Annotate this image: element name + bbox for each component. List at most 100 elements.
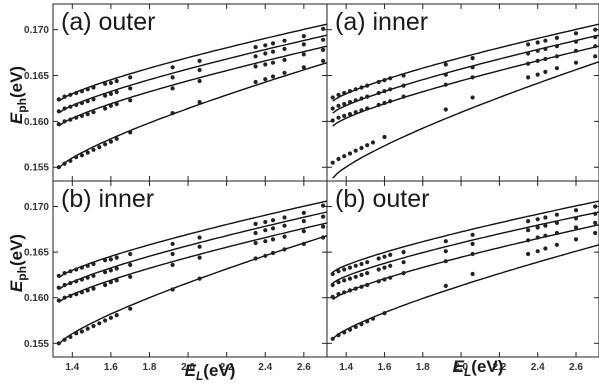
fit-curve (58, 62, 328, 169)
data-point (526, 75, 531, 80)
data-point (573, 208, 579, 213)
x-tick-label: 1.8 (143, 362, 157, 373)
data-point (470, 65, 475, 70)
data-point (401, 83, 406, 88)
data-point (593, 34, 598, 40)
data-point (282, 223, 287, 228)
data-point (353, 148, 358, 153)
data-point (128, 75, 133, 80)
data-point (56, 165, 61, 170)
data-point (359, 284, 364, 289)
data-point (388, 263, 393, 268)
data-point (353, 110, 358, 115)
data-point (443, 259, 448, 264)
data-point (108, 257, 113, 262)
data-point (543, 233, 548, 238)
data-point (263, 43, 268, 48)
data-point (68, 117, 73, 122)
data-point (103, 318, 108, 323)
data-point (62, 94, 67, 99)
data-point (253, 64, 258, 69)
data-point (74, 90, 79, 96)
data-point (170, 262, 175, 267)
data-point (91, 85, 96, 90)
data-point (388, 99, 393, 104)
data-point (353, 87, 358, 92)
data-point (270, 237, 276, 242)
data-point (526, 251, 531, 257)
data-point (353, 274, 358, 279)
data-point (347, 151, 353, 156)
data-point (85, 99, 90, 104)
data-point (170, 111, 175, 116)
data-point (443, 107, 448, 112)
data-point (321, 224, 326, 229)
data-point (253, 221, 258, 226)
panel-title: (b) outer (335, 185, 429, 213)
data-point (365, 143, 370, 148)
x-axis-label-sub: L (464, 365, 471, 379)
x-axis-label-unit: (eV) (471, 357, 503, 376)
data-point (97, 321, 102, 326)
x-tick-label: 2.6 (297, 362, 311, 373)
data-point (336, 156, 341, 162)
x-tick-label: 1.4 (65, 362, 79, 373)
data-point (470, 56, 475, 61)
data-point (74, 331, 79, 336)
data-point (554, 44, 560, 49)
data-point (85, 275, 90, 280)
data-point (301, 229, 306, 234)
data-point (68, 334, 73, 339)
fit-curve (332, 244, 599, 340)
data-point (347, 89, 353, 94)
data-point (370, 316, 376, 321)
data-point (535, 48, 540, 53)
data-point (282, 38, 287, 43)
y-tick-label: 0.160 (24, 117, 49, 128)
data-point (321, 37, 326, 42)
data-point (62, 271, 67, 276)
data-point (353, 98, 358, 103)
data-point (56, 285, 61, 290)
data-point (535, 58, 540, 64)
data-point (128, 262, 133, 267)
x-tick-label: 2.0 (454, 362, 468, 373)
data-point (401, 250, 406, 255)
data-point (253, 240, 258, 246)
data-point (114, 136, 119, 141)
data-point (74, 279, 79, 284)
data-point (282, 247, 287, 252)
y-tick-label: 0.160 (24, 293, 49, 304)
data-point (282, 215, 287, 220)
data-point (108, 315, 113, 320)
data-point (573, 31, 579, 36)
data-point (282, 234, 287, 239)
data-point (342, 90, 347, 96)
x-tick-label: 2.4 (531, 362, 545, 373)
data-point (573, 39, 579, 44)
data-point (336, 92, 341, 97)
data-point (347, 327, 353, 332)
data-point (170, 251, 175, 257)
data-point (470, 95, 475, 100)
data-point (91, 97, 96, 102)
panel-1: 0.155 0.160 0.165 0.170 (a) outer (24, 3, 328, 182)
data-point (359, 108, 364, 113)
data-point (103, 106, 108, 111)
data-point (535, 40, 540, 45)
data-point (197, 100, 202, 105)
data-point (85, 112, 90, 117)
data-point (535, 249, 540, 254)
data-point (197, 67, 202, 73)
data-point (253, 256, 258, 261)
data-point (62, 282, 67, 288)
data-point (365, 282, 370, 288)
data-point (270, 49, 276, 54)
data-point (382, 89, 387, 94)
data-point (554, 242, 560, 247)
data-point (543, 69, 548, 74)
data-point (85, 263, 90, 268)
data-point (68, 269, 73, 274)
data-point (68, 158, 73, 163)
